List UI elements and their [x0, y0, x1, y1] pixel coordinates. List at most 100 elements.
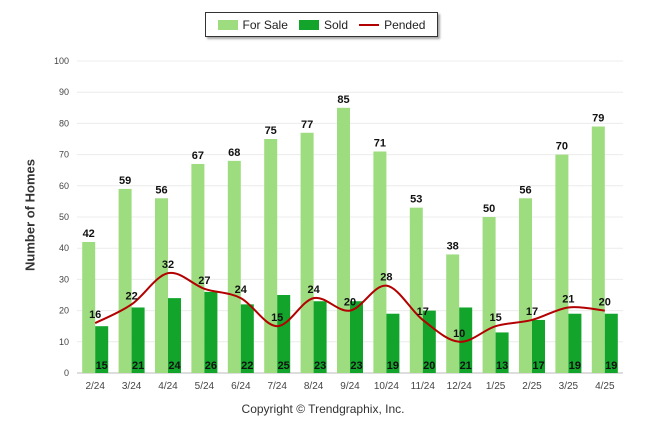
x-tick-label: 6/24 [231, 381, 251, 392]
y-tick-label: 50 [59, 212, 69, 222]
bar-sold [495, 332, 509, 373]
data-label-pended: 24 [235, 284, 248, 296]
x-tick-label: 7/24 [267, 381, 287, 392]
legend-swatch-pended [359, 23, 380, 26]
data-label-pended: 16 [89, 309, 101, 321]
bar-sold [532, 319, 545, 373]
data-label-sold: 25 [278, 360, 290, 372]
data-label-sold: 17 [532, 360, 544, 372]
data-label-pended: 27 [198, 275, 210, 287]
bar-for-sale [118, 188, 132, 373]
data-label-for-sale: 50 [483, 203, 495, 215]
bar-for-sale [591, 126, 605, 374]
x-tick-label: 3/24 [122, 381, 142, 392]
data-label-for-sale: 68 [228, 147, 240, 159]
y-tick-label: 60 [59, 181, 69, 191]
data-label-for-sale: 71 [374, 137, 386, 149]
legend-label-sold: Sold [323, 17, 348, 32]
y-tick-label: 20 [59, 306, 69, 316]
data-label-sold: 19 [569, 360, 581, 372]
y-tick-label: 70 [59, 150, 69, 160]
data-label-sold: 22 [241, 360, 253, 372]
x-tick-label: 4/25 [595, 381, 615, 392]
data-label-for-sale: 70 [556, 141, 568, 153]
data-label-for-sale: 53 [410, 194, 422, 206]
x-tick-label: 5/24 [195, 381, 215, 392]
x-tick-label: 2/24 [85, 381, 105, 392]
copyright-footer: Copyright © Trendgraphix, Inc. [241, 402, 405, 416]
y-axis-label: Number of Homes [22, 159, 38, 271]
data-label-for-sale: 59 [119, 175, 131, 187]
y-tick-label: 80 [59, 118, 69, 128]
bar-sold [131, 307, 145, 373]
x-tick-label: 3/25 [559, 381, 579, 392]
data-label-pended: 24 [307, 284, 320, 296]
data-label-pended: 17 [526, 306, 538, 318]
data-label-for-sale: 56 [155, 184, 167, 196]
bar-sold [168, 298, 181, 373]
bar-sold [313, 301, 327, 373]
line-pended [94, 271, 605, 343]
data-label-sold: 15 [96, 360, 108, 372]
bar-for-sale [191, 163, 205, 373]
y-tick-label: 90 [59, 87, 69, 97]
data-label-pended: 10 [453, 328, 465, 340]
legend-item-sold: Sold [298, 17, 348, 32]
data-label-sold: 19 [387, 360, 399, 372]
data-label-pended: 22 [125, 290, 137, 302]
data-label-for-sale: 38 [447, 240, 459, 252]
data-label-for-sale: 79 [592, 113, 604, 125]
bar-sold [386, 313, 400, 373]
data-label-sold: 23 [314, 360, 326, 372]
data-label-sold: 21 [132, 360, 144, 372]
bar-for-sale [155, 198, 168, 373]
data-label-pended: 15 [271, 312, 283, 324]
x-tick-label: 11/24 [411, 381, 436, 392]
x-tick-label: 9/24 [340, 381, 360, 392]
bar-sold [604, 313, 618, 373]
data-label-pended: 28 [380, 272, 392, 284]
bar-for-sale [300, 132, 314, 373]
bar-for-sale [482, 217, 496, 373]
bar-sold [204, 291, 218, 373]
x-tick-label: 1/25 [486, 381, 506, 392]
bar-for-sale [264, 139, 278, 373]
legend-item-for-sale: For Sale [217, 17, 288, 32]
bar-sold [95, 326, 109, 373]
legend-swatch-sold [298, 19, 319, 30]
data-label-pended: 21 [562, 293, 574, 305]
data-label-pended: 17 [417, 306, 429, 318]
bar-for-sale [409, 207, 423, 373]
y-tick-label: 30 [59, 274, 69, 284]
data-label-sold: 19 [605, 360, 617, 372]
data-label-sold: 21 [460, 360, 472, 372]
data-label-sold: 23 [350, 360, 362, 372]
data-label-pended: 15 [489, 312, 501, 324]
legend-label-pended: Pended [384, 17, 426, 32]
data-label-for-sale: 77 [301, 119, 313, 131]
bar-sold [240, 304, 254, 373]
x-tick-label: 4/24 [158, 381, 178, 392]
legend-label-for-sale: For Sale [242, 17, 288, 32]
data-label-for-sale: 75 [265, 125, 277, 137]
bar-sold [350, 301, 363, 373]
bar-for-sale [82, 241, 96, 373]
data-label-for-sale: 67 [192, 150, 204, 162]
data-label-for-sale: 56 [519, 184, 531, 196]
data-label-sold: 20 [423, 360, 435, 372]
legend: For Sale Sold Pended [205, 12, 438, 37]
bar-for-sale [337, 107, 350, 374]
bar-for-sale [373, 151, 387, 373]
y-tick-label: 40 [59, 243, 69, 253]
x-tick-label: 8/24 [304, 381, 324, 392]
bar-for-sale [227, 160, 241, 373]
data-label-pended: 32 [162, 259, 174, 271]
x-tick-label: 12/24 [447, 381, 472, 392]
data-label-sold: 26 [205, 360, 217, 372]
legend-swatch-for-sale [217, 19, 238, 30]
y-tick-label: 10 [59, 337, 69, 347]
data-label-sold: 13 [496, 360, 508, 372]
bar-sold [277, 295, 291, 373]
